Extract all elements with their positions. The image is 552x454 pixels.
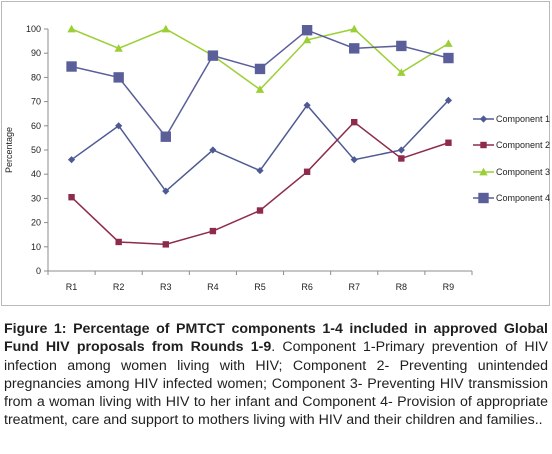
y-tick-label: 20 xyxy=(31,218,41,228)
y-axis-label: Percentage xyxy=(4,127,14,173)
y-tick-label: 10 xyxy=(31,242,41,252)
x-tick-label: R7 xyxy=(348,282,360,292)
x-tick-label: R1 xyxy=(66,282,78,292)
component-3-point xyxy=(444,39,453,47)
component-2-point xyxy=(398,155,405,162)
component-4-point xyxy=(207,50,219,61)
component-4-point xyxy=(301,25,313,36)
component-1-point xyxy=(209,146,217,154)
component-2-point xyxy=(115,238,122,246)
legend-swatch-marker xyxy=(479,167,488,176)
x-tick-label: R8 xyxy=(396,282,408,292)
x-tick-label: R3 xyxy=(160,282,172,292)
component-2-point xyxy=(351,118,358,126)
chart-frame xyxy=(1,1,550,306)
legend-label: Component 2 xyxy=(496,140,550,150)
x-tick-label: R6 xyxy=(301,282,313,292)
component-2-point xyxy=(445,139,452,146)
component-4-point xyxy=(113,72,124,83)
component-4-point xyxy=(443,52,454,64)
line-chart: Percentage 0 10 20 30 40 50 60 70 80 90 100 R1 R2 R3 R4… xyxy=(4,24,550,292)
component-3-point xyxy=(302,35,312,44)
legend-swatch-marker xyxy=(479,115,488,123)
component-2-point xyxy=(162,241,169,248)
x-tick-label: R5 xyxy=(254,282,266,292)
component-3-point xyxy=(161,24,170,33)
legend-label: Component 3 xyxy=(496,167,550,177)
y-tick-label: 0 xyxy=(36,266,41,276)
x-tick-label: R9 xyxy=(443,282,455,292)
y-tick-label: 60 xyxy=(31,121,41,131)
component-2-point xyxy=(209,227,217,235)
caption-text: . Component 1-Primary prevention of HIV … xyxy=(4,339,548,429)
component-4-point xyxy=(349,43,360,54)
y-tick-label: 80 xyxy=(31,72,41,82)
component-3-point xyxy=(114,44,123,52)
component-1-point xyxy=(162,187,170,195)
component-2-point xyxy=(68,193,75,201)
legend-swatch-marker xyxy=(480,141,487,149)
component-2-point xyxy=(256,207,264,214)
component-3-line xyxy=(71,28,449,91)
legend-label: Component 1 xyxy=(496,114,550,124)
legend-label: Component 4 xyxy=(496,193,550,203)
y-tick-label: 100 xyxy=(26,24,41,34)
x-tick-label: R4 xyxy=(207,282,219,292)
component-2-line xyxy=(71,121,449,246)
component-3-point xyxy=(67,24,76,33)
component-1-point xyxy=(444,96,453,104)
component-4-line xyxy=(71,29,449,139)
component-1-point xyxy=(350,156,358,164)
y-tick-label: 40 xyxy=(31,169,41,179)
y-tick-label: 90 xyxy=(31,48,41,58)
legend-swatch-marker xyxy=(478,192,489,204)
component-1-point xyxy=(397,146,405,154)
component-1-point xyxy=(67,156,76,164)
x-tick-label: R2 xyxy=(113,282,125,292)
figure-caption: Figure 1: Percentage of PMTCT components… xyxy=(4,320,548,430)
y-tick-label: 50 xyxy=(31,145,41,155)
caption-title: Figure 1: Percentage of PMTCT components… xyxy=(4,321,548,356)
component-4-point xyxy=(66,61,77,72)
component-3-point xyxy=(255,85,265,93)
component-1-line xyxy=(71,99,449,193)
component-1-point xyxy=(303,101,311,109)
component-4-point xyxy=(160,131,171,142)
component-2-point xyxy=(303,168,311,175)
component-1-point xyxy=(115,122,123,130)
y-tick-label: 30 xyxy=(31,193,41,203)
component-3-point xyxy=(350,24,359,33)
component-4-point xyxy=(254,63,266,75)
y-tick-label: 70 xyxy=(31,97,41,107)
component-3-point xyxy=(397,68,406,76)
component-1-point xyxy=(256,166,264,175)
component-4-point xyxy=(396,40,407,52)
